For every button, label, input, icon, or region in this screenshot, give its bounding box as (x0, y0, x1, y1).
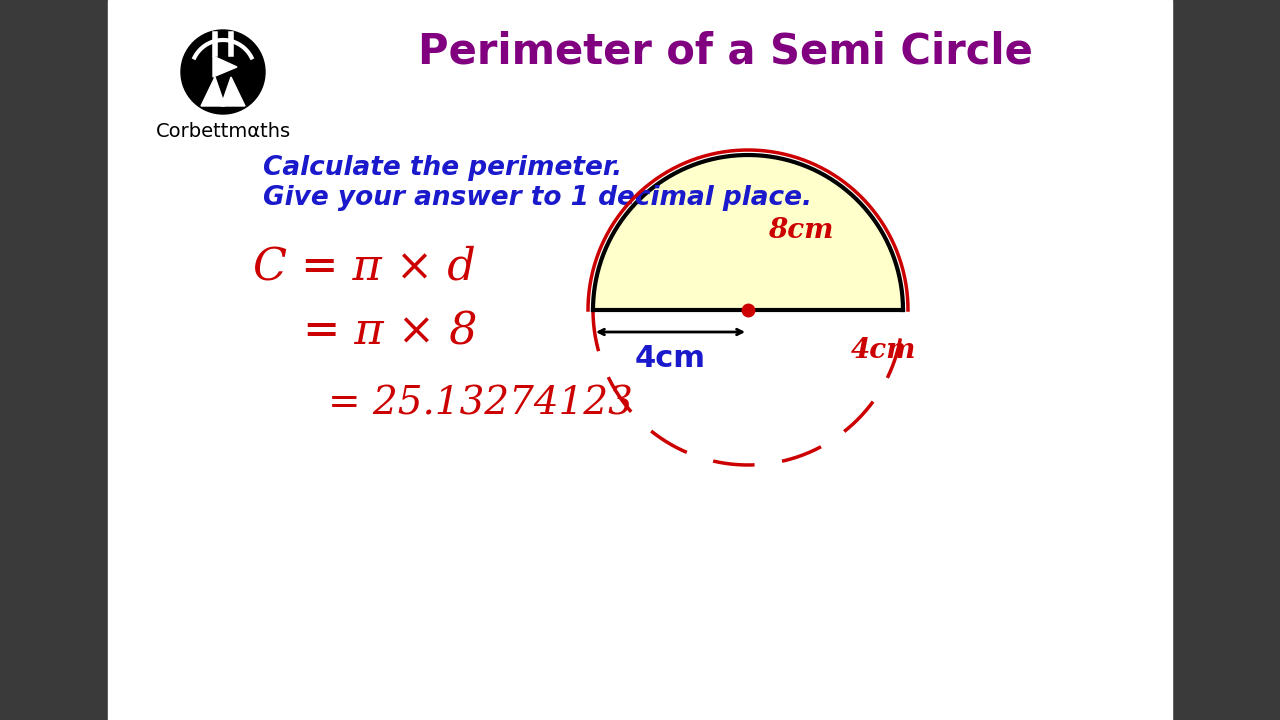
Text: = π × 8: = π × 8 (303, 310, 477, 354)
Text: Calculate the perimeter.: Calculate the perimeter. (262, 155, 622, 181)
Text: Perimeter of a Semi Circle: Perimeter of a Semi Circle (417, 30, 1033, 72)
Text: = 25.13274123: = 25.13274123 (328, 385, 632, 422)
Bar (108, 0, 1172, 720)
Text: Corbettmαths: Corbettmαths (155, 122, 291, 141)
Text: 4cm: 4cm (635, 344, 707, 373)
Text: C = π × d: C = π × d (253, 245, 476, 288)
Polygon shape (593, 155, 902, 310)
Text: 4cm: 4cm (850, 337, 916, 364)
Text: 8cm: 8cm (768, 217, 833, 243)
Polygon shape (221, 77, 244, 106)
Polygon shape (201, 77, 225, 106)
Circle shape (180, 30, 265, 114)
Text: Give your answer to 1 decimal place.: Give your answer to 1 decimal place. (262, 185, 812, 211)
Polygon shape (212, 56, 237, 77)
